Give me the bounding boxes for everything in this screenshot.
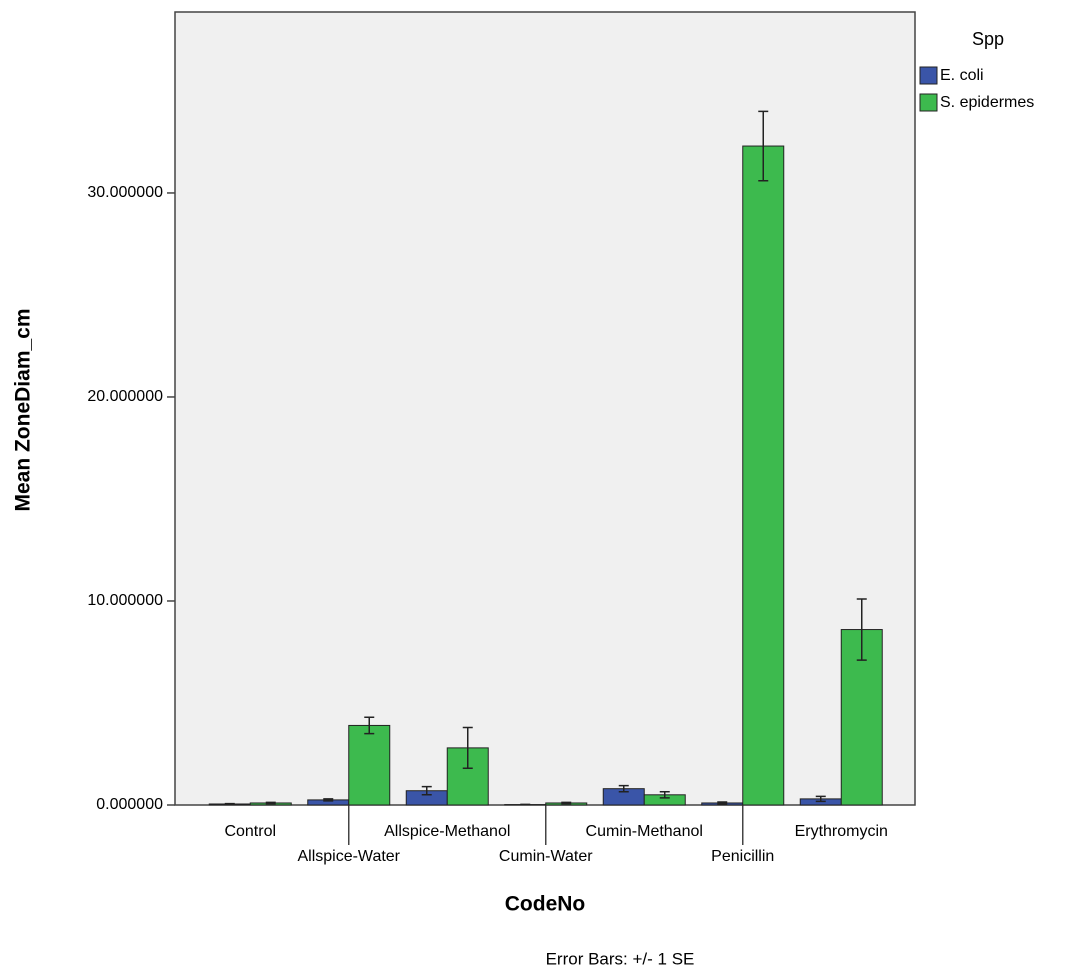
error-bar: [618, 784, 629, 793]
error-bar: [856, 598, 867, 661]
legend-title: Spp: [972, 29, 1004, 49]
plot-area: [174, 11, 916, 806]
x-tick-label: Cumin-Water: [499, 848, 593, 865]
error-bar: [815, 795, 826, 803]
y-tick-label: 30.000000: [87, 184, 163, 201]
y-tick-label: 10.000000: [87, 592, 163, 609]
error-bar: [758, 110, 769, 182]
error-bar: [224, 802, 235, 806]
x-tick-label: Control: [224, 823, 276, 840]
x-tick-label: Allspice-Methanol: [384, 823, 510, 840]
footnote: Error Bars: +/- 1 SE: [546, 949, 695, 968]
legend-swatch: [919, 93, 938, 112]
error-bar: [265, 801, 276, 805]
y-tick-label: 20.000000: [87, 388, 163, 405]
legend-label: E. coli: [940, 67, 984, 84]
error-bar: [364, 716, 375, 735]
legend-swatch: [919, 66, 938, 85]
x-tick-label: Penicillin: [711, 848, 774, 865]
x-tick-label: Allspice-Water: [297, 848, 400, 865]
error-bar: [462, 726, 473, 770]
error-bar: [421, 785, 432, 796]
x-axis-title: CodeNo: [505, 893, 586, 916]
x-tick-label: Erythromycin: [795, 823, 888, 840]
error-bar: [561, 801, 572, 805]
y-axis-title: Mean ZoneDiam_cm: [12, 308, 35, 511]
bar: [348, 724, 391, 806]
x-tick-label: Cumin-Methanol: [586, 823, 703, 840]
error-bar: [323, 798, 334, 802]
error-bar: [659, 790, 670, 799]
legend-label: S. epidermes: [940, 94, 1034, 111]
y-tick-label: 0.000000: [96, 796, 163, 813]
bar: [742, 145, 785, 806]
error-bar: [717, 801, 728, 805]
